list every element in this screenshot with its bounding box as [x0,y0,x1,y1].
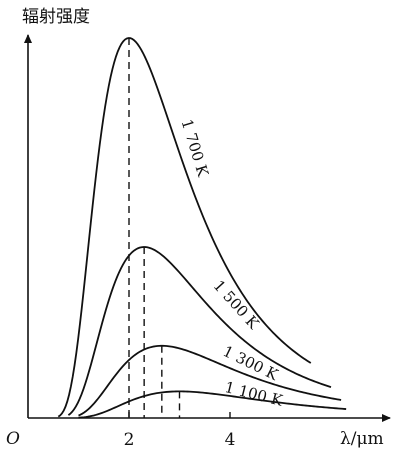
curve-1 [67,246,332,416]
y-axis-label: 辐射强度 [22,7,90,27]
x-tick-label-0: 2 [124,430,135,450]
x-axis-label: λ/μm [340,429,384,449]
curve-2 [78,344,342,417]
curve-label-3: 1 100 K [223,378,285,410]
x-tick-label-1: 4 [225,430,236,450]
peak-guides [128,38,181,418]
curve-labels: 1 700 K1 500 K1 300 K1 100 K [178,117,286,410]
curve-3 [78,390,347,419]
curve-0 [57,37,312,418]
origin-label: O [6,429,20,449]
curves [57,37,347,419]
curve-label-0: 1 700 K [178,117,213,179]
